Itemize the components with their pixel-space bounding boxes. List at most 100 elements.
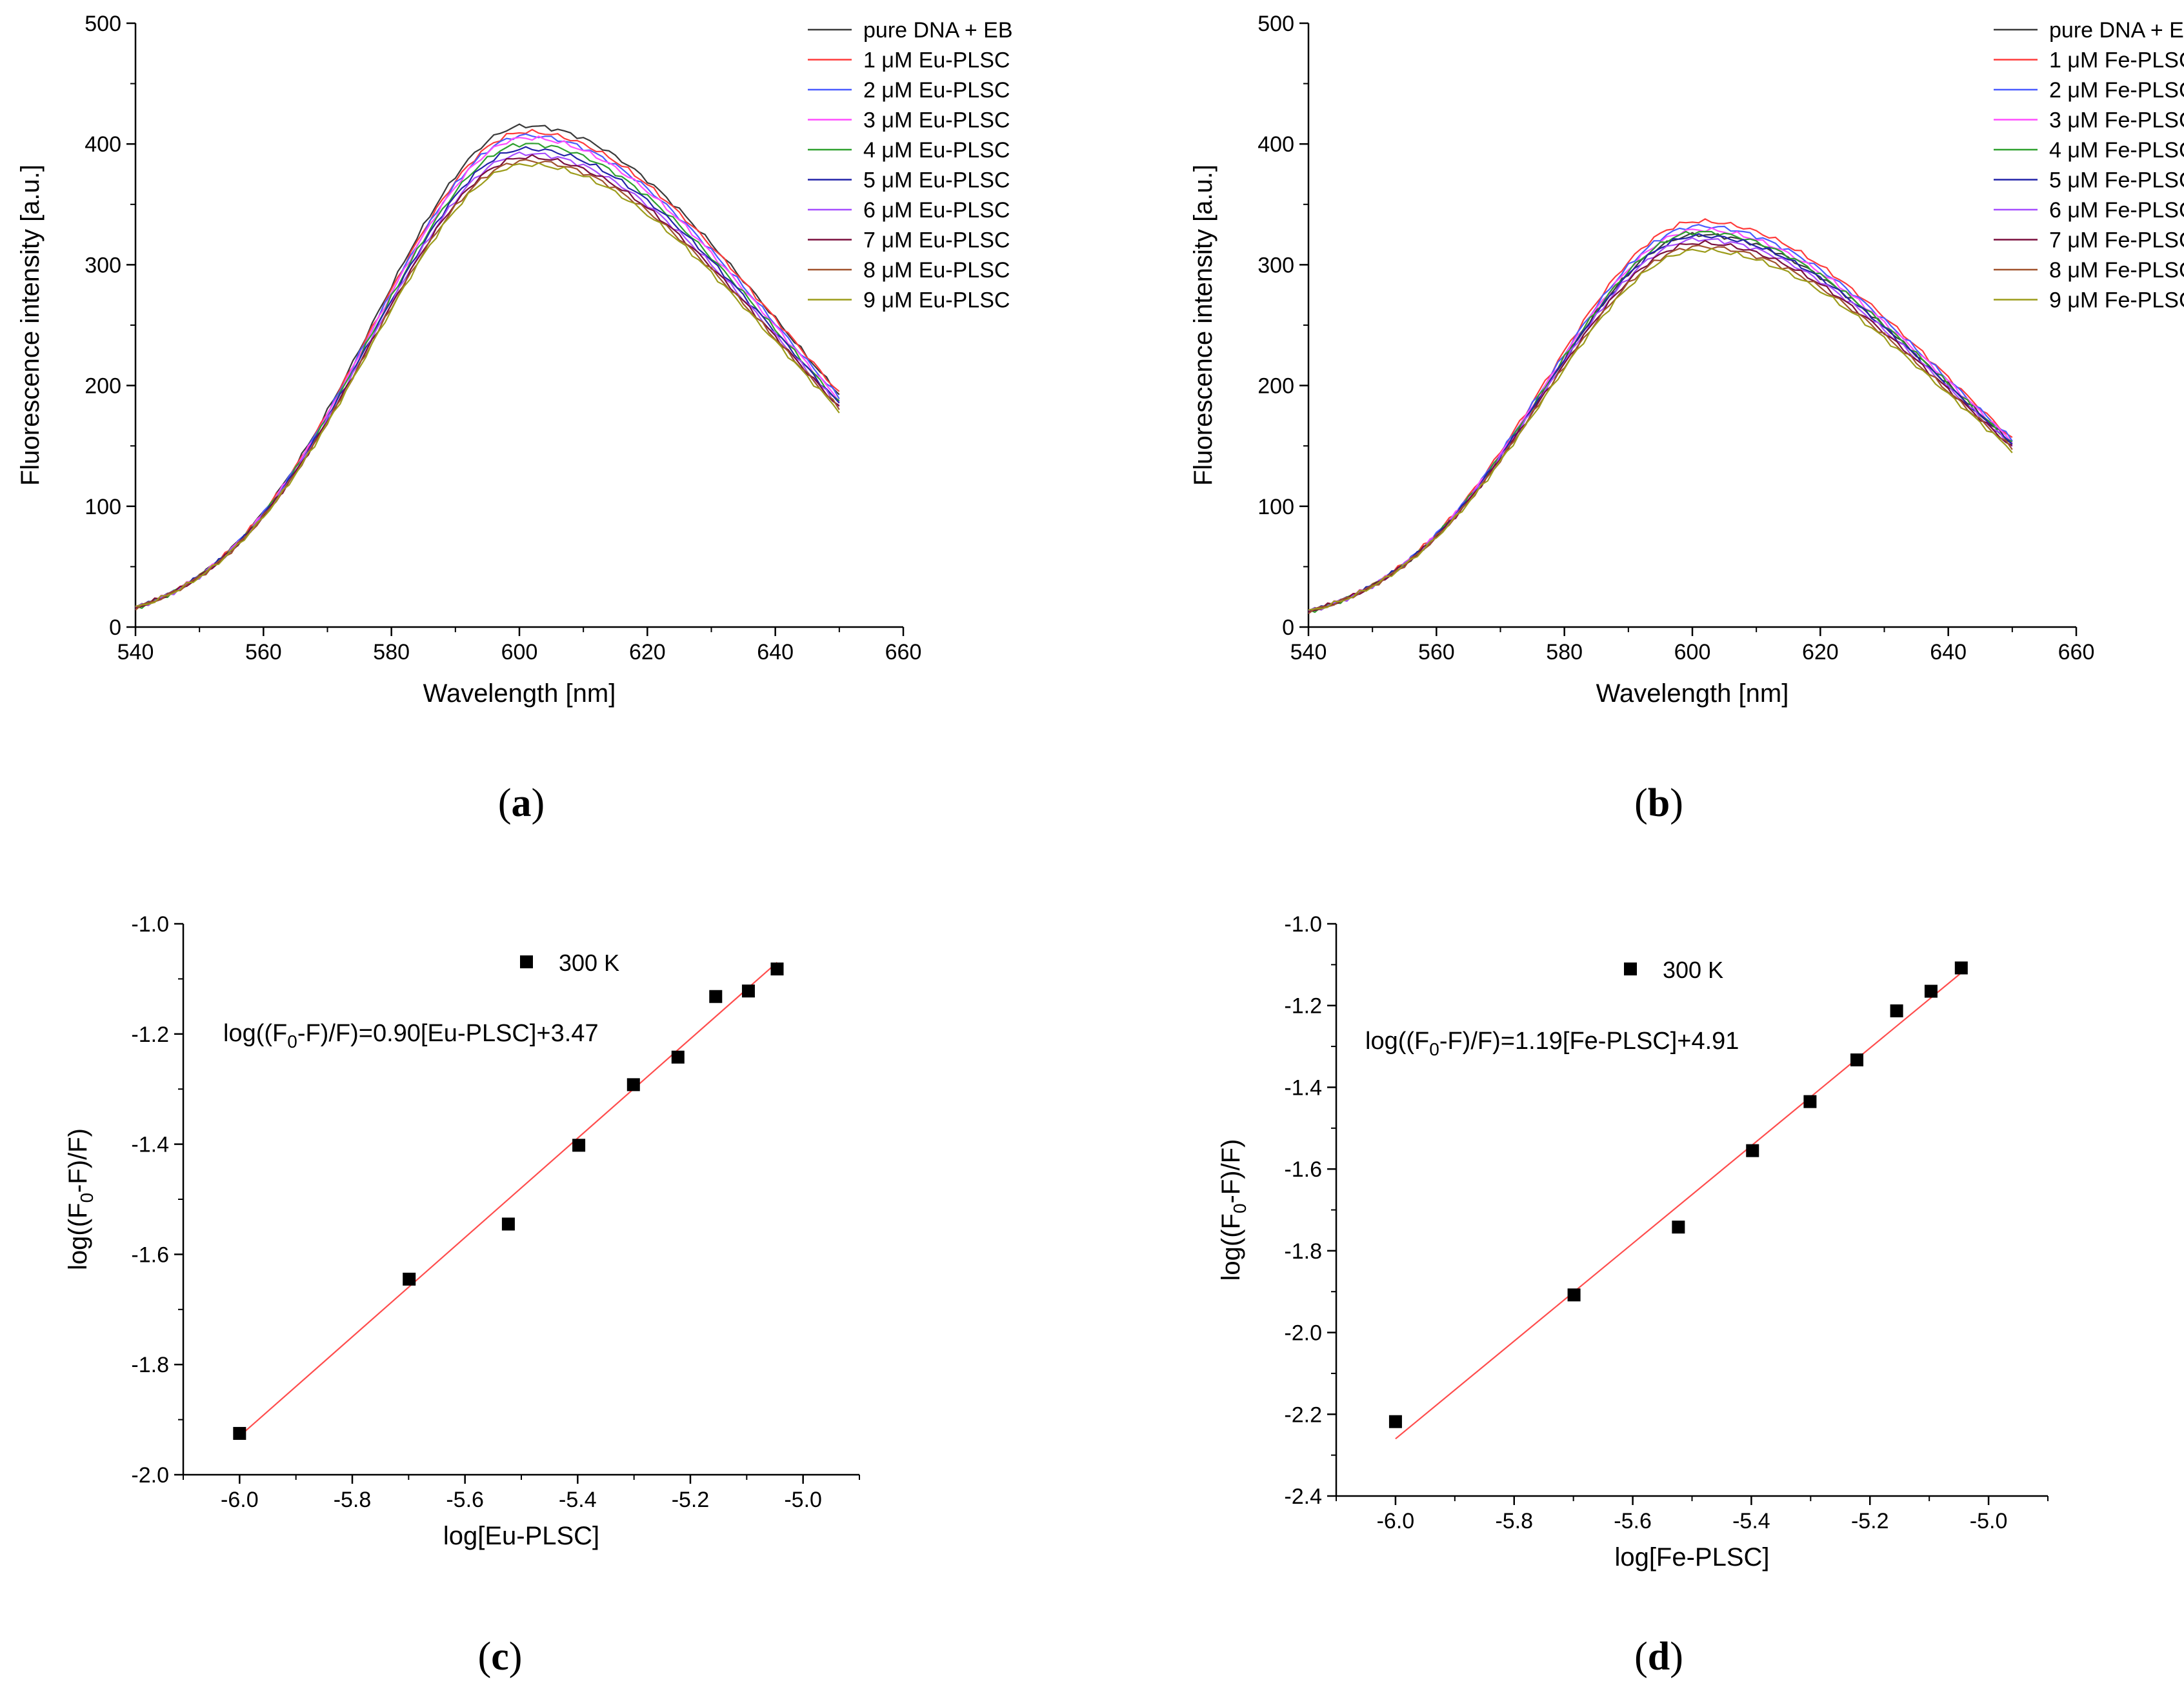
- x-tick-label-a: 580: [373, 640, 410, 664]
- equation-part: log((F: [223, 1020, 287, 1047]
- equation-subscript: 0: [1429, 1039, 1439, 1059]
- fit-line-d: [1395, 972, 1962, 1440]
- legend-label-c: 300 K: [559, 950, 619, 976]
- x-axis-title-a: Wavelength [nm]: [423, 679, 616, 708]
- data-point-d-3: [1672, 1221, 1685, 1234]
- chart-c-stern-volmer-eu: -6.0 -5.8 -5.6 -5.4 -5.2 -5.0 -2.0 -1.8 -1.6 -1.4…: [64, 912, 860, 1550]
- series-line-b-2: [1308, 218, 2013, 613]
- y-axis-title-part: log((F: [1217, 1213, 1245, 1281]
- y-tick-label-a: 300: [85, 253, 121, 277]
- x-tick-label-a: 620: [629, 640, 666, 664]
- x-tick-label-b: 580: [1546, 640, 1583, 664]
- x-tick-label-b: 600: [1674, 640, 1711, 664]
- y-axis-title-b: Fluorescence intensity [a.u.]: [1189, 165, 1217, 486]
- equation-subscript: 0: [287, 1032, 297, 1052]
- y-tick-label-d: -1.4: [1284, 1075, 1322, 1100]
- y-tick-label-b: 300: [1257, 253, 1294, 277]
- y-tick-label-c: -2.0: [131, 1463, 169, 1488]
- x-tick-label-b: 620: [1802, 640, 1839, 664]
- y-tick-label-a: 400: [85, 132, 121, 157]
- legend-label-a-1: pure DNA + EB: [863, 18, 1013, 43]
- series-line-a-2: [135, 128, 840, 609]
- x-tick-label-d: -5.4: [1732, 1509, 1770, 1533]
- x-tick-label-c: -5.6: [446, 1488, 484, 1512]
- y-tick-label-c: -1.0: [131, 912, 169, 937]
- legend-label-d: 300 K: [1663, 957, 1723, 983]
- y-tick-label-c: -1.4: [131, 1133, 169, 1157]
- x-tick-label-c: -5.8: [334, 1488, 372, 1512]
- x-axis-title-c: log[Eu-PLSC]: [443, 1522, 599, 1550]
- legend-label-b-1: pure DNA + EB: [2049, 18, 2184, 43]
- data-point-c-8: [741, 984, 755, 998]
- legend-label-b-4: 3 μM Fe-PLSC: [2049, 108, 2184, 133]
- y-tick-label-b: 200: [1257, 374, 1294, 399]
- y-tick-label-b: 0: [1282, 615, 1294, 640]
- y-tick-label-d: -2.0: [1284, 1321, 1322, 1346]
- data-point-c-3: [501, 1217, 515, 1231]
- x-axis-title-b: Wavelength [nm]: [1596, 679, 1789, 708]
- x-tick-label-b: 640: [1930, 640, 1967, 664]
- x-tick-label-a: 660: [885, 640, 922, 664]
- data-point-c-5: [626, 1078, 640, 1092]
- y-tick-label-d: -1.2: [1284, 994, 1322, 1019]
- equation-part: -F)/F)=0.90[Eu-PLSC]+3.47: [297, 1020, 599, 1047]
- y-axis-title-a: Fluorescence intensity [a.u.]: [16, 165, 45, 486]
- legend-label-a-9: 8 μM Eu-PLSC: [863, 258, 1010, 283]
- y-axis-title-part: -F)/F): [1217, 1139, 1245, 1204]
- y-tick-label-c: -1.2: [131, 1023, 169, 1047]
- data-point-c-1: [233, 1426, 246, 1440]
- y-axis-title-subscript: 0: [1230, 1203, 1250, 1213]
- data-point-d-4: [1746, 1144, 1759, 1157]
- y-axis-title-part: -F)/F): [64, 1128, 92, 1193]
- x-tick-label-c: -5.0: [784, 1488, 822, 1512]
- series-line-a-8: [135, 154, 840, 609]
- legend-label-a-2: 1 μM Eu-PLSC: [863, 48, 1010, 73]
- legend-label-b-10: 9 μM Fe-PLSC: [2049, 288, 2184, 313]
- data-point-d-5: [1803, 1095, 1817, 1108]
- y-tick-label-d: -1.0: [1284, 912, 1322, 937]
- chart-d-stern-volmer-fe: -6.0 -5.8 -5.6 -5.4 -5.2 -5.0 -2.4 -2.2 -2.0 -1.8…: [1217, 912, 2049, 1571]
- legend-label-a-6: 5 μM Eu-PLSC: [863, 168, 1010, 193]
- x-tick-label-d: -6.0: [1377, 1509, 1415, 1533]
- legend-marker-c: [520, 955, 533, 968]
- series-line-a-10: [135, 162, 840, 607]
- y-axis-title-part: log((F: [64, 1203, 92, 1270]
- chart-a-fluorescence-eu: 540 560 580 600 620 640 660 0 100 200 300 400 500 Wav…: [16, 12, 1013, 708]
- x-tick-label-a: 560: [245, 640, 282, 664]
- y-tick-label-a: 200: [85, 374, 121, 399]
- x-tick-label-c: -6.0: [221, 1488, 259, 1512]
- x-tick-label-d: -5.6: [1614, 1509, 1652, 1533]
- chart-b-fluorescence-fe: 540 560 580 600 620 640 660 0 100 200 300 400 500 Wav…: [1189, 12, 2184, 708]
- y-axis-title-subscript: 0: [77, 1193, 97, 1203]
- series-line-b-10: [1308, 248, 2013, 611]
- data-point-c-4: [572, 1139, 586, 1152]
- data-point-c-2: [403, 1272, 416, 1286]
- y-axis-title-d: log((F0-F)/F): [1217, 1139, 1250, 1281]
- x-tick-label-d: -5.0: [1970, 1509, 2008, 1533]
- data-point-d-1: [1388, 1415, 1402, 1428]
- data-point-d-2: [1567, 1288, 1581, 1302]
- legend-label-b-5: 4 μM Fe-PLSC: [2049, 138, 2184, 163]
- legend-label-a-10: 9 μM Eu-PLSC: [863, 288, 1010, 313]
- fit-line-c: [239, 961, 778, 1437]
- x-tick-label-b: 660: [2058, 640, 2095, 664]
- x-tick-label-c: -5.2: [672, 1488, 710, 1512]
- fit-equation-d: log((F0-F)/F)=1.19[Fe-PLSC]+4.91: [1365, 1028, 1739, 1059]
- legend-label-a-8: 7 μM Eu-PLSC: [863, 228, 1010, 253]
- legend-label-a-5: 4 μM Eu-PLSC: [863, 138, 1010, 163]
- x-axis-title-d: log[Fe-PLSC]: [1614, 1543, 1769, 1571]
- x-tick-label-b: 540: [1290, 640, 1327, 664]
- x-tick-label-a: 600: [501, 640, 538, 664]
- y-tick-label-b: 400: [1257, 132, 1294, 157]
- x-tick-label-a: 640: [757, 640, 794, 664]
- x-tick-label-d: -5.2: [1851, 1509, 1889, 1533]
- y-tick-label-c: -1.8: [131, 1353, 169, 1377]
- panel-label-c: (c): [478, 1635, 523, 1679]
- data-point-d-8: [1924, 984, 1938, 998]
- legend-label-b-6: 5 μM Fe-PLSC: [2049, 168, 2184, 193]
- data-point-c-7: [709, 990, 723, 1003]
- y-tick-label-b: 500: [1257, 12, 1294, 36]
- equation-part: log((F: [1365, 1028, 1429, 1055]
- x-tick-label-c: -5.4: [559, 1488, 597, 1512]
